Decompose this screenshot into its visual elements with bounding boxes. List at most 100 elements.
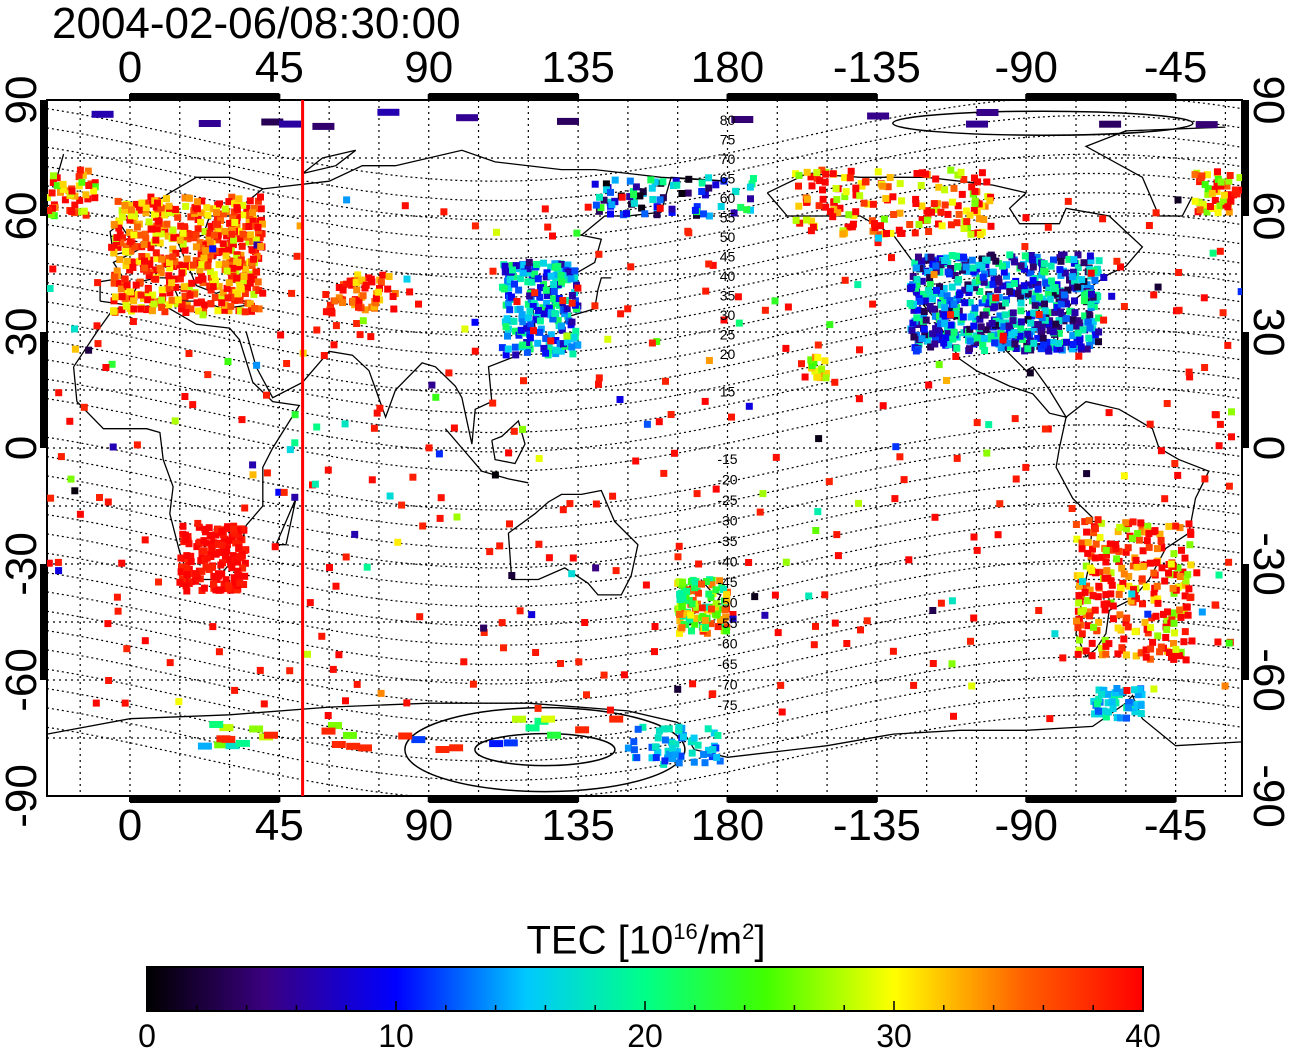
tec-cell <box>910 681 918 689</box>
tec-cell <box>1174 196 1182 204</box>
tec-cell <box>118 306 126 314</box>
tec-cell <box>1021 286 1029 294</box>
tec-cell <box>1197 175 1205 183</box>
tec-cell <box>233 223 241 231</box>
tec-cell <box>676 616 684 624</box>
tec-cell <box>1133 702 1141 710</box>
tec-cell <box>1069 268 1077 276</box>
tec-cell <box>1024 330 1032 338</box>
tec-cell <box>1145 530 1153 538</box>
tec-cell <box>1186 594 1194 601</box>
tec-cell <box>343 196 351 204</box>
tec-cell <box>889 193 897 201</box>
tec-cell <box>970 206 978 214</box>
tec-cell <box>662 377 669 385</box>
tec-cell <box>236 296 244 304</box>
tec-cell <box>140 241 148 248</box>
tec-cell <box>750 175 757 182</box>
tec-cell <box>1061 269 1069 277</box>
tec-cell <box>85 346 93 354</box>
tec-cell <box>1108 292 1116 300</box>
tec-cell <box>227 560 235 568</box>
tec-cell <box>777 681 785 689</box>
colorbar-label-exp2: 2 <box>742 919 755 944</box>
tec-cell <box>626 193 634 201</box>
tec-cell <box>259 220 266 228</box>
tec-cell <box>931 335 939 343</box>
tec-cell <box>1098 553 1106 561</box>
tec-cell <box>199 311 207 319</box>
tec-cell <box>121 699 129 707</box>
tec-cell <box>1149 638 1157 646</box>
tec-cell <box>674 553 682 561</box>
tec-cell <box>1086 252 1094 260</box>
tec-cell <box>671 449 678 457</box>
tec-cell <box>1001 311 1009 319</box>
tec-cell <box>524 314 532 322</box>
tec-cell <box>1020 282 1028 290</box>
tec-cell <box>1075 352 1083 360</box>
tec-cell <box>512 715 526 723</box>
tec-cell <box>1225 177 1233 185</box>
tec-cell <box>1090 623 1097 631</box>
tec-cell <box>1220 191 1228 199</box>
tec-cell <box>181 393 189 400</box>
tec-cell <box>194 519 202 527</box>
tec-cell <box>947 166 955 174</box>
tec-cell <box>1172 522 1180 530</box>
tec-cell <box>496 542 504 550</box>
tec-cell <box>676 610 684 618</box>
tec-cell <box>702 578 710 585</box>
tec-cell <box>1209 249 1217 257</box>
tec-cell <box>651 648 658 656</box>
tec-cell <box>249 209 257 216</box>
tec-cell <box>834 209 842 217</box>
tec-cell <box>927 343 935 351</box>
frame-band-right <box>1242 100 1249 216</box>
y-tick-label-right: 0 <box>1244 435 1292 461</box>
tec-cell <box>1003 261 1010 269</box>
tec-cell <box>542 334 550 342</box>
tec-cell <box>1006 251 1014 259</box>
tec-cell <box>525 724 540 732</box>
tec-cell <box>1137 710 1145 717</box>
tec-cell <box>729 611 737 618</box>
magnetic-latitude-contours <box>47 100 1242 796</box>
tec-cell <box>1089 545 1096 553</box>
tec-cell <box>731 116 754 123</box>
tec-cell <box>929 330 937 338</box>
tec-cell <box>359 292 367 300</box>
tec-cell <box>165 202 173 210</box>
tec-cell <box>1184 611 1192 619</box>
tec-cell <box>128 206 135 214</box>
tec-cell <box>304 650 311 658</box>
tec-cell <box>552 337 560 344</box>
x-tick-label-bottom: 135 <box>541 801 615 850</box>
tec-cell <box>973 419 981 427</box>
y-tick-label-right: 90 <box>1244 75 1292 125</box>
tec-cell <box>543 292 551 299</box>
tec-cell <box>557 117 579 125</box>
tec-cell <box>905 556 913 564</box>
tec-cell <box>909 319 917 327</box>
tec-cell <box>714 732 722 739</box>
tec-cell <box>971 310 979 318</box>
tec-cell <box>564 261 572 269</box>
tec-cell <box>826 321 834 329</box>
tec-cell <box>969 264 977 272</box>
tec-cell <box>639 188 647 196</box>
tec-cell <box>961 286 969 294</box>
tec-cell <box>678 624 686 632</box>
tec-cell <box>111 293 119 301</box>
tec-cell <box>633 754 641 762</box>
tec-cell <box>569 554 577 562</box>
tec-cell <box>358 276 366 284</box>
tec-cell <box>1016 284 1024 292</box>
contour-label: -30 <box>717 513 737 529</box>
tec-cell <box>263 391 270 399</box>
tec-cell <box>166 259 173 267</box>
tec-cell <box>326 564 333 571</box>
tec-cell <box>983 449 991 457</box>
tec-cell <box>1156 530 1164 538</box>
tec-cell <box>157 269 165 277</box>
